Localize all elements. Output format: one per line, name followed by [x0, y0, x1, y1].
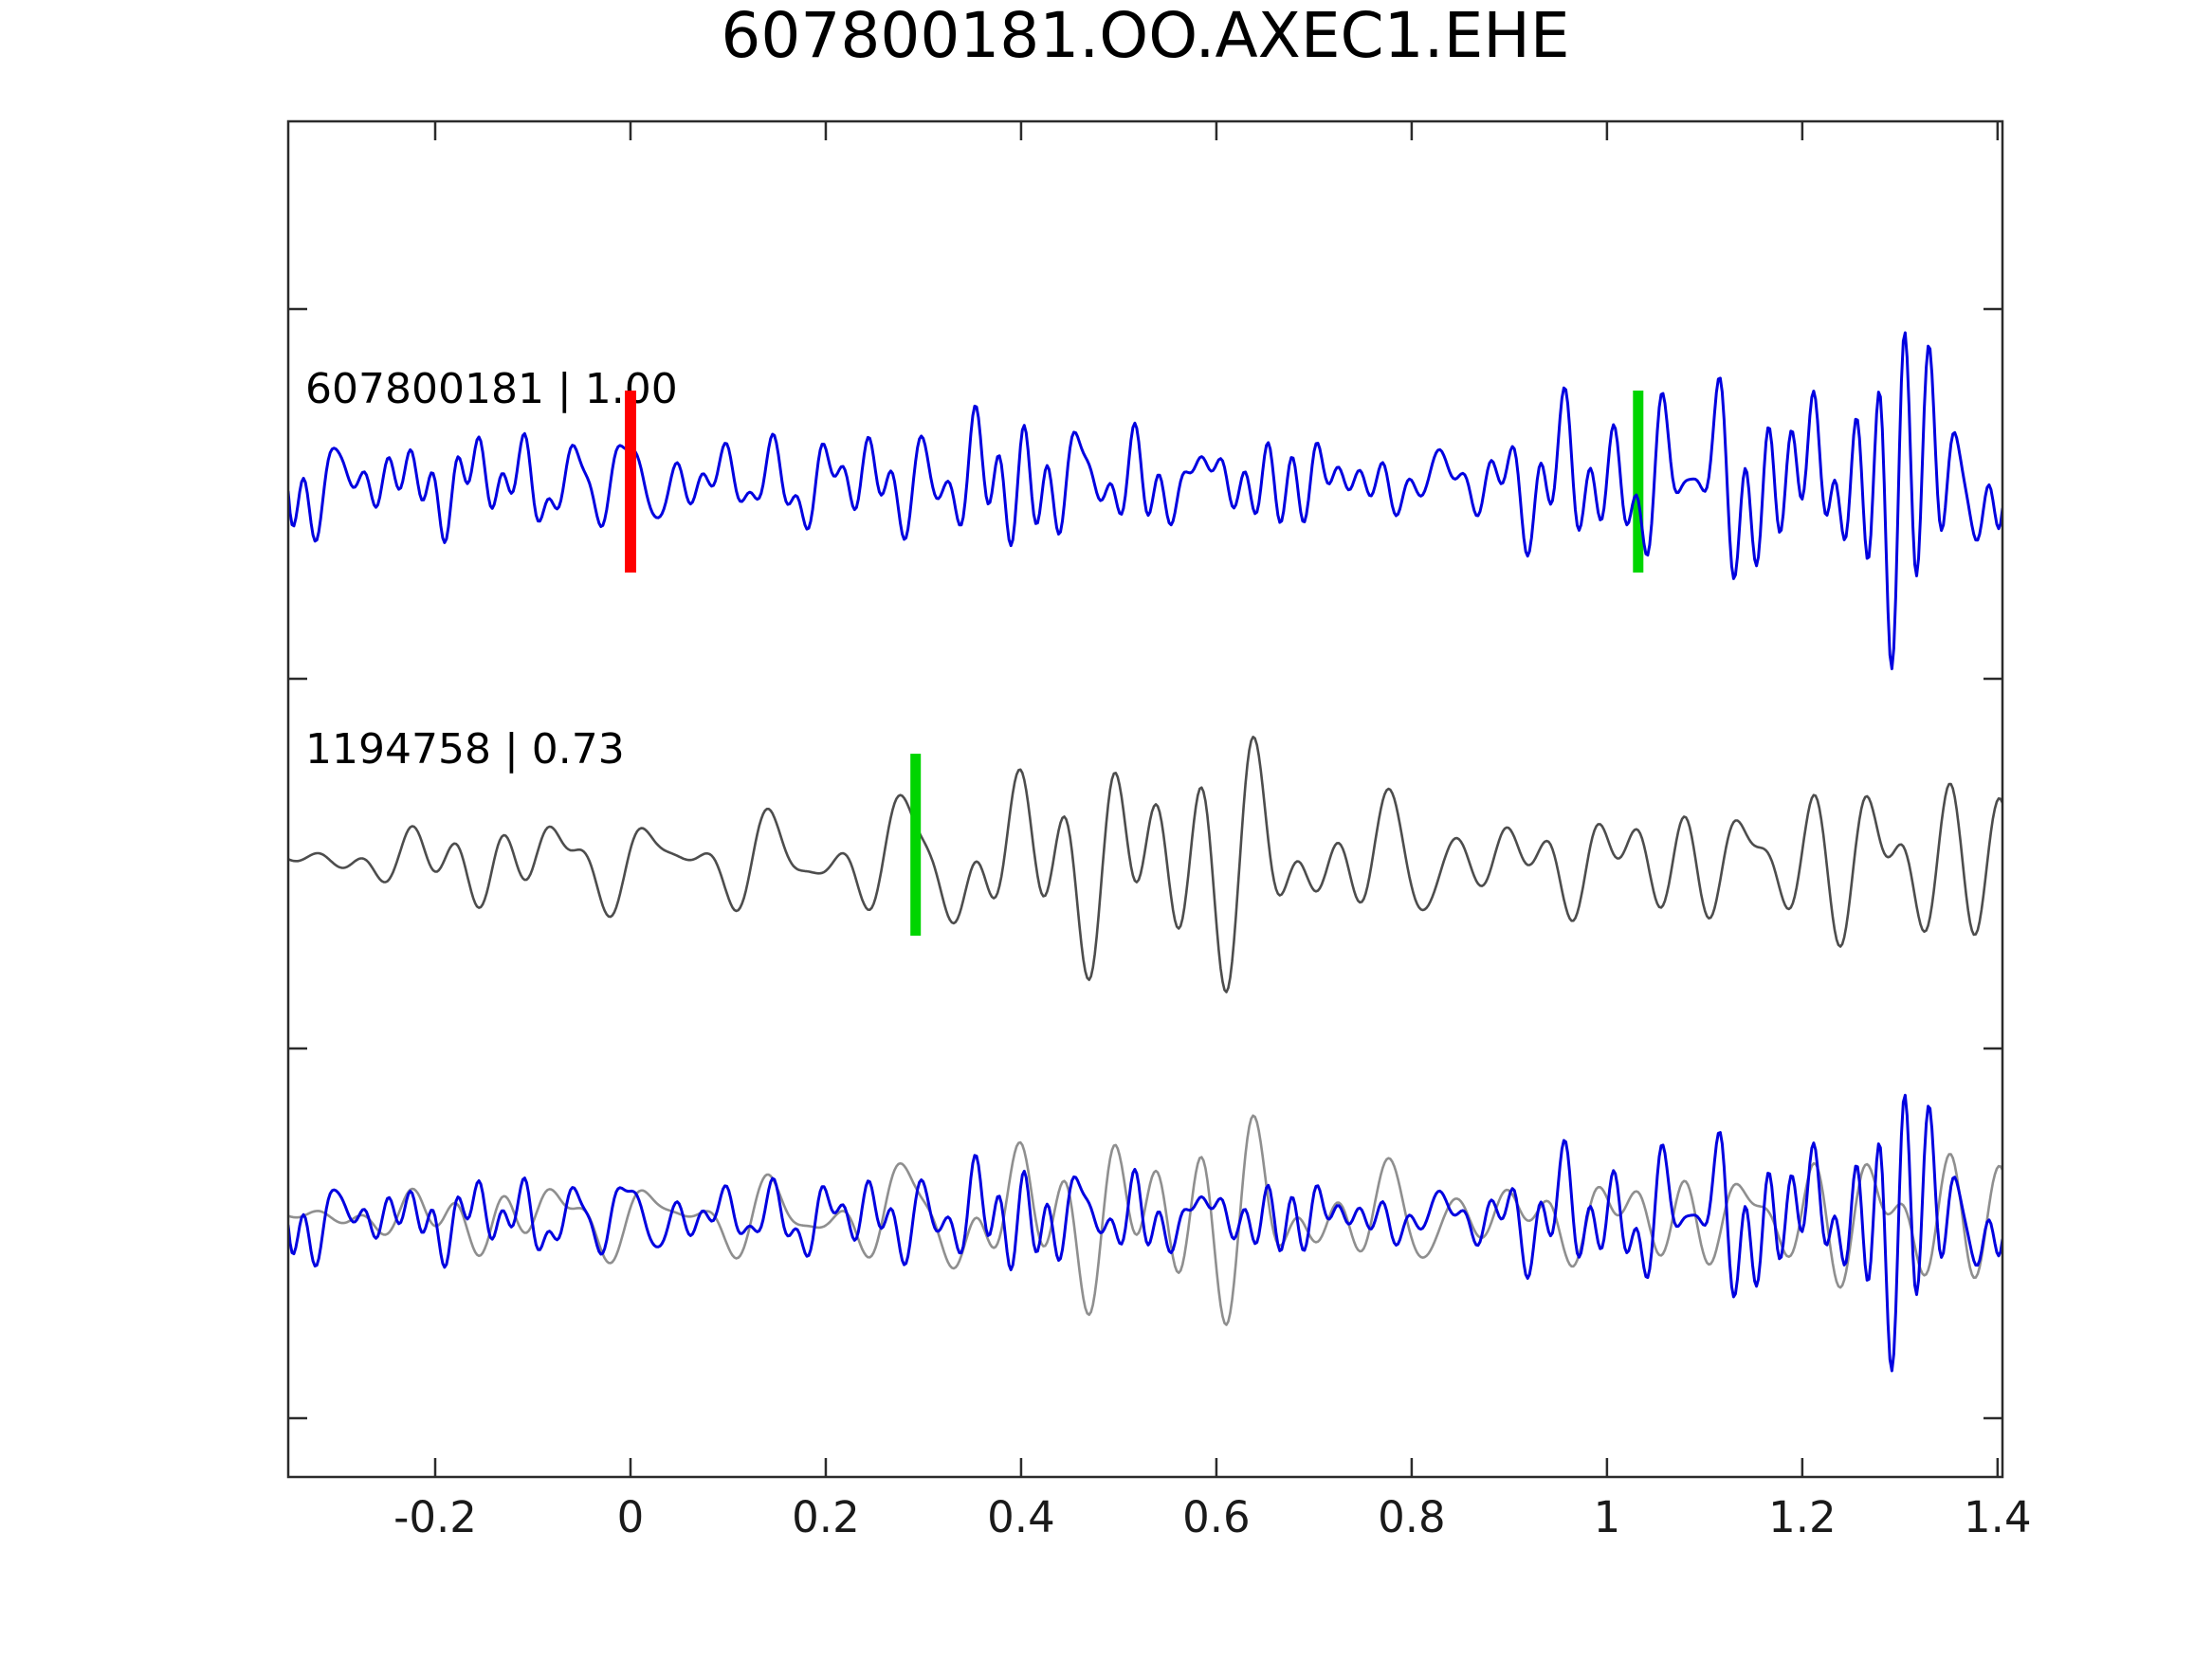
detection-time-marker: [625, 391, 636, 573]
overlay-detection-trace: [288, 1114, 2002, 1326]
x-tick-label: -0.2: [393, 1492, 477, 1542]
template-trace: [288, 331, 2002, 670]
x-tick-label: 1: [1594, 1492, 1621, 1542]
x-tick-label: 0.2: [792, 1492, 860, 1542]
x-tick-label: 1.4: [1964, 1492, 2032, 1542]
detection-trace: [288, 736, 2002, 994]
overlay-template-trace: [288, 1093, 2002, 1373]
x-tick-label: 1.2: [1768, 1492, 1837, 1542]
plot-title: 607800181.OO.AXEC1.EHE: [721, 0, 1570, 72]
template-pick-marker: [1633, 391, 1644, 573]
x-tick-label: 0.4: [987, 1492, 1055, 1542]
detection-id-label: 1194758 | 0.73: [305, 725, 625, 774]
template-id-label: 607800181 | 1.00: [305, 365, 678, 413]
x-tick-label: 0.8: [1378, 1492, 1446, 1542]
x-tick-label: 0.6: [1182, 1492, 1251, 1542]
axes-frame: [286, 119, 2004, 1479]
detection-pick-marker: [910, 754, 922, 936]
x-tick-label: 0: [617, 1492, 645, 1542]
